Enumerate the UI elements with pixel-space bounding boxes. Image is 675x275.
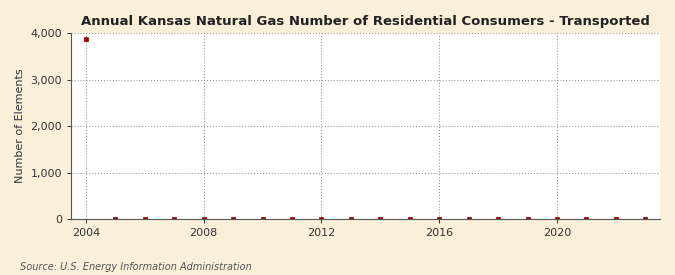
Title: Annual Kansas Natural Gas Number of Residential Consumers - Transported: Annual Kansas Natural Gas Number of Resi… xyxy=(81,15,650,28)
Text: Source: U.S. Energy Information Administration: Source: U.S. Energy Information Administ… xyxy=(20,262,252,272)
Y-axis label: Number of Elements: Number of Elements xyxy=(15,69,25,183)
